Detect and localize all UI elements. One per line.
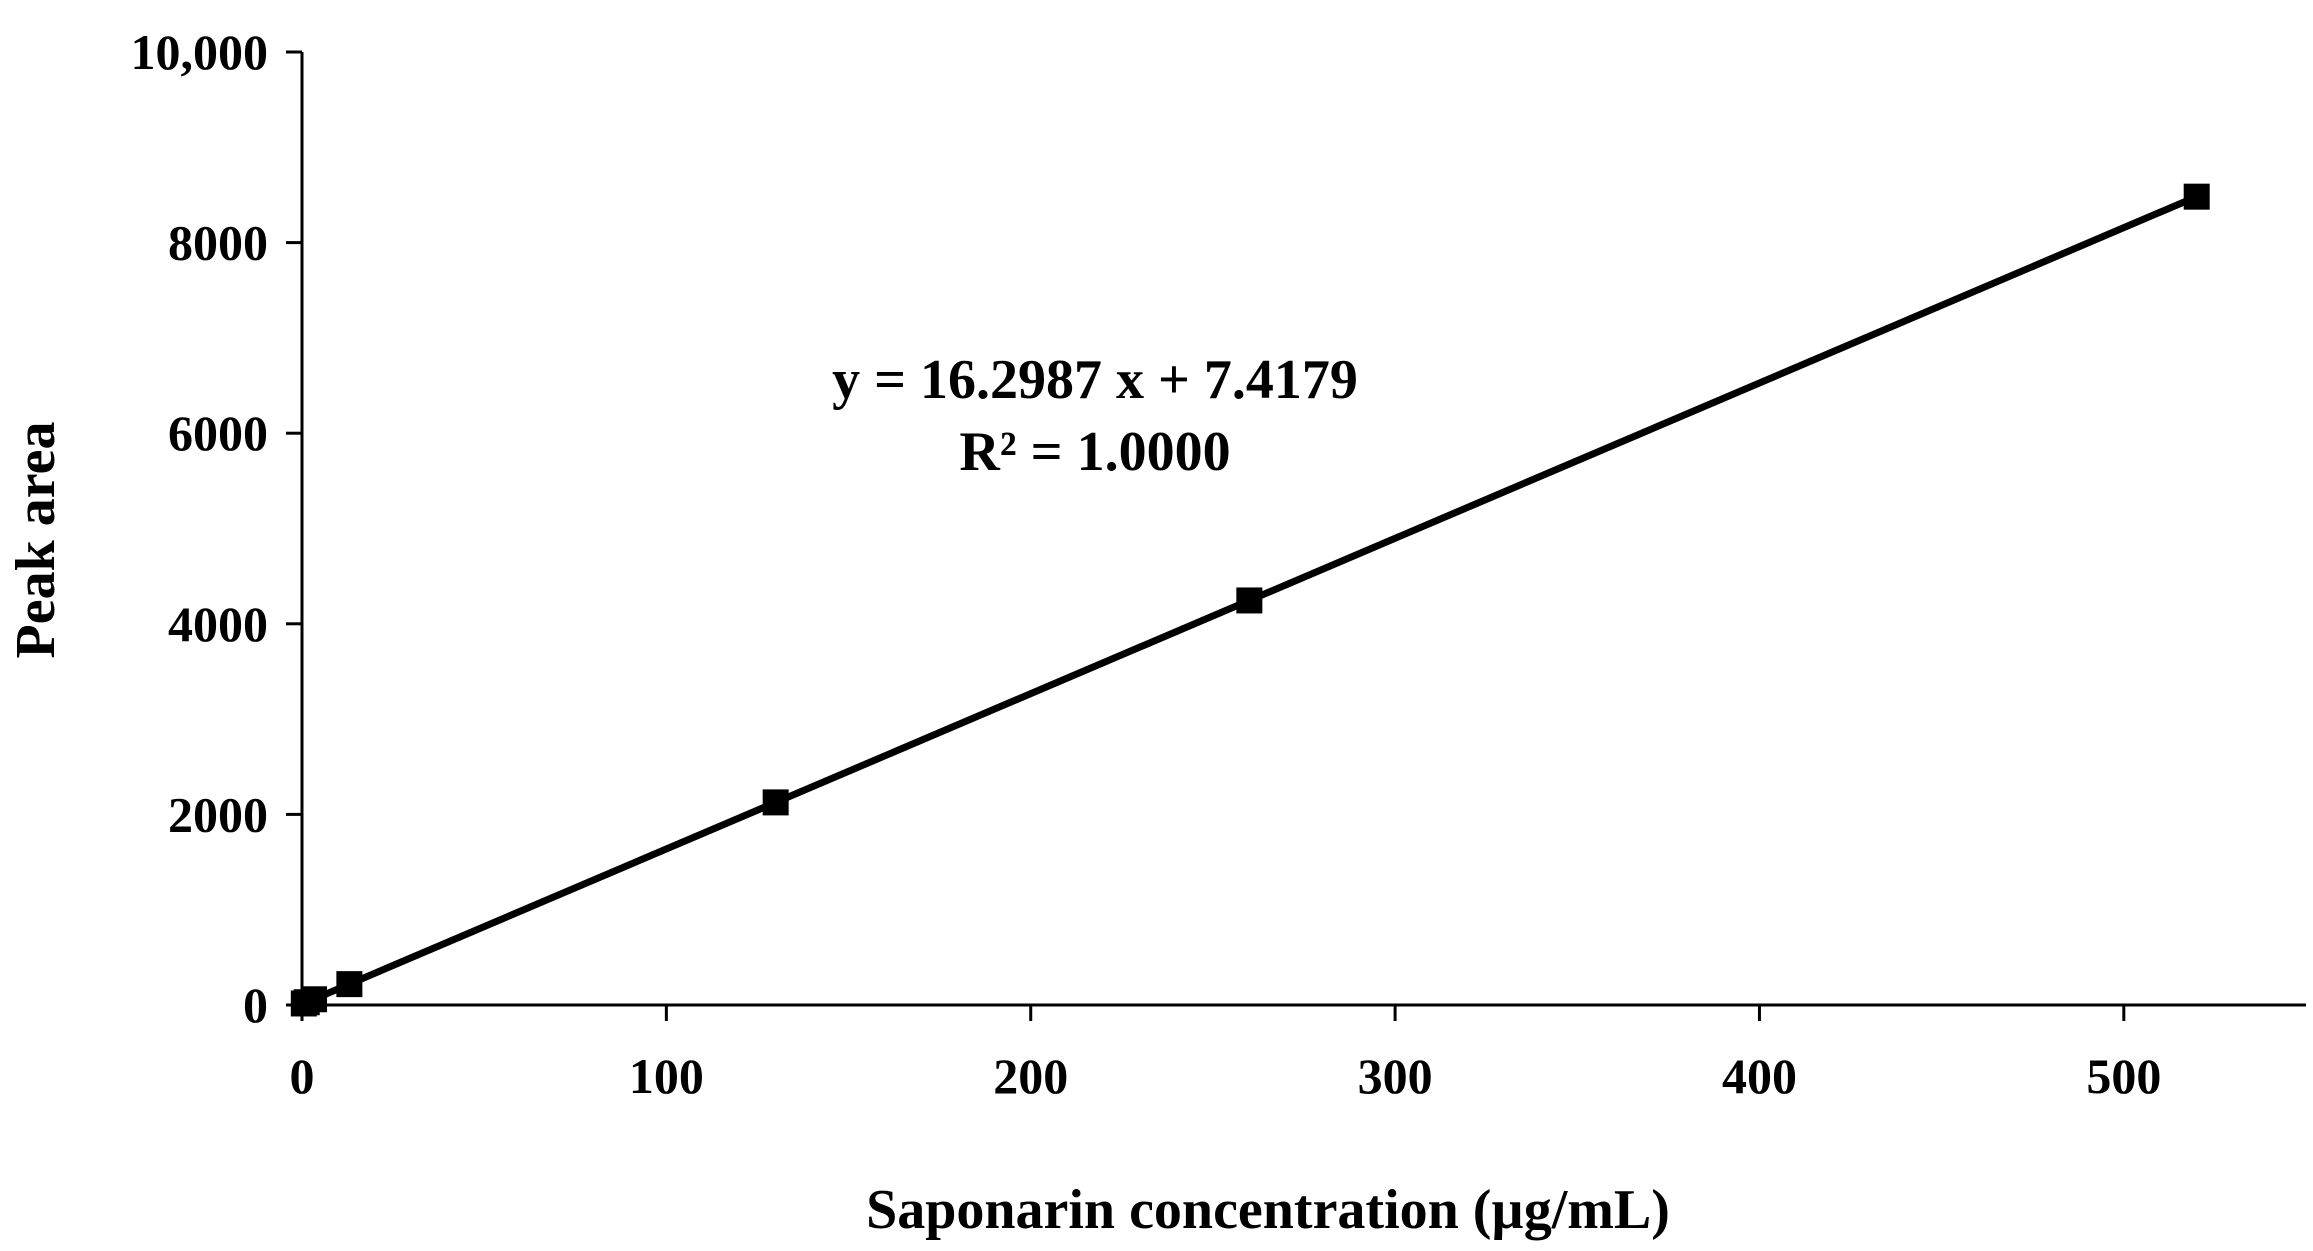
x-tick-label: 0 (290, 1048, 315, 1104)
y-tick-label: 4000 (168, 596, 268, 652)
data-point (301, 986, 328, 1013)
tick-labels: 0 2000 4000 6000 8000 10,000 0 100 200 300 400 500 (131, 24, 2162, 1104)
x-tick-label: 300 (1358, 1048, 1433, 1104)
y-axis-title: Peak area (5, 422, 67, 659)
axes (286, 50, 2306, 1021)
y-tick-label: 6000 (168, 405, 268, 461)
x-tick-label: 100 (629, 1048, 704, 1104)
y-tick-label: 10,000 (131, 24, 269, 80)
data-point (762, 789, 789, 816)
x-tick-label: 400 (1722, 1048, 1797, 1104)
data-point (336, 971, 363, 998)
y-tick-label: 0 (243, 977, 268, 1033)
regression-equation: y = 16.2987 x + 7.4179 (832, 349, 1358, 411)
y-tick-label: 8000 (168, 215, 268, 271)
x-axis-title: Saponarin concentration (µg/mL) (866, 1179, 1670, 1241)
x-tick-label: 500 (2086, 1048, 2161, 1104)
x-tick-label: 200 (993, 1048, 1068, 1104)
data-point (1236, 587, 1263, 614)
y-tick-label: 2000 (168, 786, 268, 842)
r-squared-label: R² = 1.0000 (959, 421, 1230, 483)
data-point (2183, 183, 2210, 210)
data-points (290, 183, 2210, 1017)
